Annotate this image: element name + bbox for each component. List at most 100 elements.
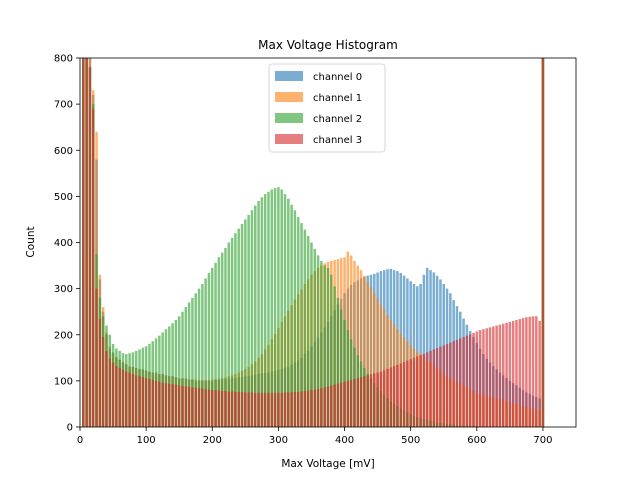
- histogram-bar: [211, 390, 214, 427]
- histogram-bar: [240, 391, 244, 427]
- histogram-bar: [201, 284, 204, 427]
- histogram-bar: [88, 67, 92, 427]
- histogram-bar: [234, 391, 237, 427]
- histogram-bar: [353, 379, 356, 427]
- y-tick-label: 100: [54, 376, 73, 387]
- histogram-bar: [406, 360, 409, 427]
- histogram-bar: [290, 204, 293, 427]
- histogram-bar: [164, 329, 168, 427]
- histogram-bar: [508, 321, 512, 427]
- histogram-bar: [91, 108, 95, 427]
- x-tick-label: 400: [335, 435, 354, 446]
- histogram-bar: [333, 384, 336, 427]
- histogram-bar: [455, 339, 459, 427]
- histogram-bar: [518, 319, 522, 427]
- histogram-bar: [346, 380, 350, 427]
- histogram-bar: [313, 389, 317, 427]
- y-tick-label: 200: [54, 330, 73, 341]
- histogram-bar: [191, 387, 194, 427]
- histogram-bar: [376, 372, 379, 427]
- histogram-bar: [138, 376, 141, 427]
- histogram-bar: [330, 274, 333, 427]
- histogram-bar: [475, 331, 479, 427]
- histogram-bar: [220, 391, 224, 427]
- histogram-bar: [220, 252, 224, 427]
- y-tick-label: 300: [54, 284, 73, 295]
- histogram-bar: [296, 217, 300, 427]
- histogram-bar: [366, 281, 369, 427]
- x-tick-label: 200: [203, 435, 222, 446]
- histogram-bar: [267, 191, 270, 427]
- histogram-bar: [392, 366, 396, 427]
- histogram-bar: [300, 391, 303, 427]
- histogram-bar: [359, 270, 363, 427]
- histogram-bar: [270, 189, 274, 427]
- histogram-bar: [316, 255, 320, 427]
- histogram-bar: [227, 391, 231, 427]
- histogram-bar: [346, 330, 350, 427]
- histogram-bar: [369, 287, 373, 427]
- histogram-bar: [263, 392, 267, 427]
- x-tick-label: 700: [533, 435, 552, 446]
- histogram-bar: [323, 265, 326, 427]
- histogram-bar: [339, 309, 343, 427]
- y-tick-label: 600: [54, 146, 73, 157]
- histogram-bar: [495, 325, 498, 427]
- histogram-bar: [267, 392, 270, 427]
- histogram-bar: [177, 316, 181, 427]
- histogram-bar: [260, 392, 264, 427]
- histogram-bar: [287, 392, 290, 427]
- histogram-bar: [197, 288, 201, 427]
- histogram-bar: [244, 219, 247, 427]
- histogram-bar: [237, 228, 240, 427]
- histogram-bar: [181, 385, 184, 427]
- histogram-bar: [237, 391, 240, 427]
- y-axis-label: Count: [25, 226, 37, 257]
- histogram-bar: [197, 388, 201, 427]
- histogram-bar: [389, 367, 393, 427]
- legend-swatch: [275, 134, 303, 144]
- histogram-bar: [303, 229, 307, 427]
- histogram-bar: [502, 323, 505, 427]
- legend-label: channel 1: [313, 93, 362, 104]
- histogram-bar: [184, 386, 188, 427]
- histogram-bar: [168, 383, 171, 427]
- y-axis: 0 100 200 300 400 500 600 700 800: [54, 54, 80, 434]
- histogram-bar: [452, 341, 455, 427]
- histogram-bar: [111, 362, 115, 427]
- histogram-bar: [435, 348, 439, 427]
- legend-label: channel 2: [313, 114, 362, 125]
- histogram-bar: [445, 343, 449, 427]
- histogram-bar: [373, 373, 376, 427]
- histogram-bar: [144, 378, 148, 427]
- histogram-bar: [214, 262, 217, 427]
- histogram-bar: [326, 267, 330, 427]
- histogram-bar: [191, 297, 194, 427]
- histogram-bar: [376, 298, 379, 427]
- histogram-bar: [240, 224, 244, 427]
- histogram-bar: [313, 248, 317, 427]
- histogram-bar: [187, 386, 191, 427]
- histogram-bar: [323, 387, 326, 427]
- histogram-bar: [115, 366, 118, 427]
- histogram-bar: [432, 349, 436, 427]
- histogram-bar: [382, 309, 386, 427]
- histogram-bar: [227, 242, 231, 427]
- histogram-bar: [296, 391, 300, 427]
- histogram-bar: [277, 392, 280, 427]
- histogram-bar: [396, 364, 399, 427]
- chart-title: Max Voltage Histogram: [258, 38, 398, 52]
- y-tick-label: 400: [54, 238, 73, 249]
- histogram-bar: [141, 377, 145, 427]
- histogram-bar: [250, 210, 254, 427]
- histogram-bar: [174, 384, 178, 427]
- histogram-bar: [369, 374, 373, 427]
- histogram-bar: [293, 391, 297, 427]
- histogram-bar: [207, 272, 211, 427]
- histogram-bar: [353, 260, 356, 427]
- histogram-bar: [125, 371, 128, 427]
- histogram-bar: [250, 392, 254, 427]
- histogram-bar: [306, 236, 310, 427]
- histogram-bar: [326, 386, 330, 427]
